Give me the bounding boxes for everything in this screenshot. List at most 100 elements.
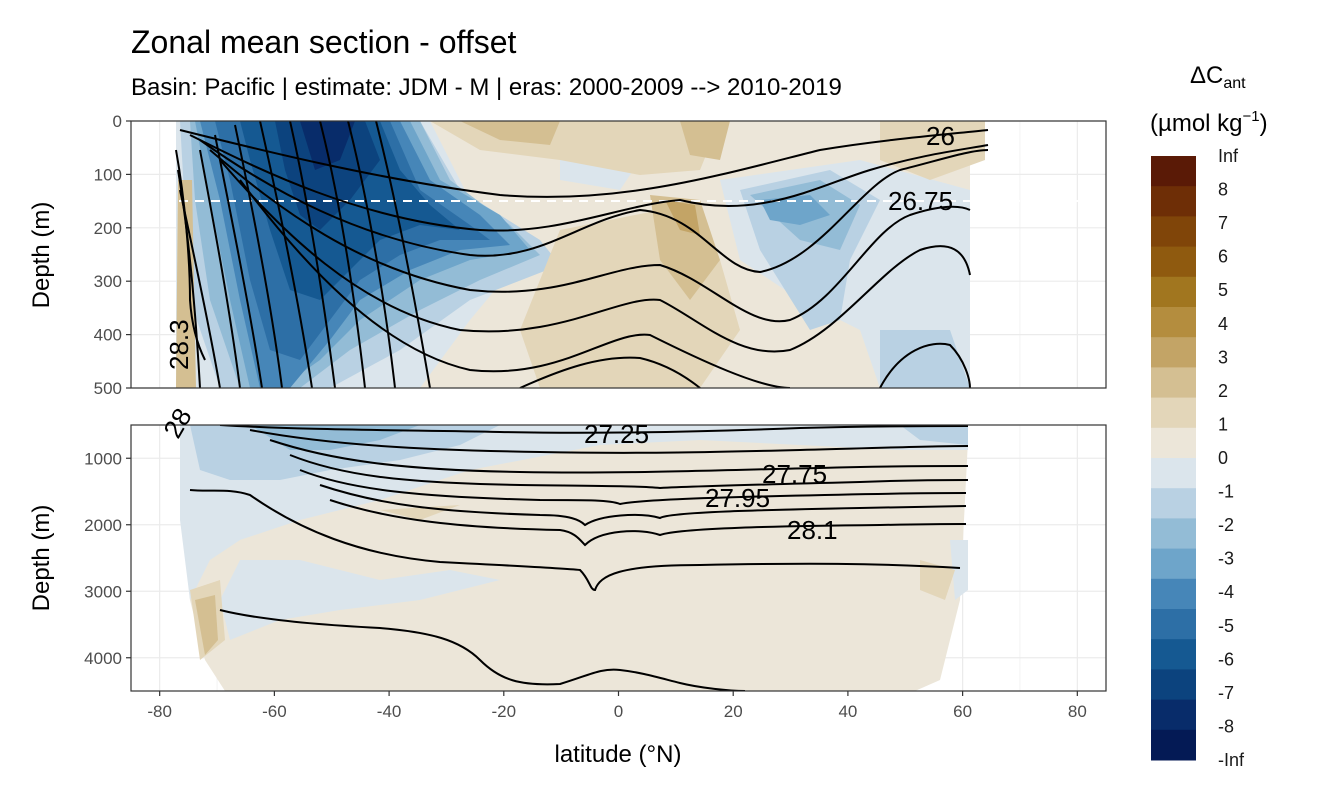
legend-swatch [1151,578,1196,610]
legend-swatch [1151,307,1196,338]
upper-contour-deep-north [879,342,971,388]
lower-contour-label-27-95: 27.95 [705,483,770,513]
legend-labels: Inf 8 7 6 5 4 3 2 1 0 -1 -2 -3 -4 -5 -6 -7 -8 -Inf [1218,146,1245,770]
x-tick-label: 0 [614,702,623,721]
upper-contour-26-5 [199,139,989,274]
lower-contour-28-05 [329,499,967,547]
lower-field-lightblue-2 [220,560,500,640]
upper-contour-south-7 [259,121,313,388]
legend-swatch [1151,699,1196,731]
legend-label: 7 [1218,213,1228,233]
lower-contour-27-6 [269,439,969,474]
legend-label: 4 [1218,314,1228,334]
lower-field-blue3 [250,425,420,450]
legend-unit: (µmol kg−1) [1150,108,1268,137]
legend-colorbar [1151,156,1196,761]
lower-field-brown-patch-4 [920,560,955,600]
legend-label: -4 [1218,582,1234,602]
upper-panel-border [130,120,1107,389]
upper-field-brown-west [176,180,196,388]
legend-swatch [1151,156,1196,187]
y-tick-label: 1000 [84,449,122,468]
upper-contour-27-1 [239,179,791,388]
upper-contour-deep-equator [519,356,701,388]
legend-swatch [1151,548,1196,580]
lower-contour-label-28-1: 28.1 [787,515,838,545]
legend-swatch [1151,427,1196,459]
x-tick-label: -20 [492,702,517,721]
lower-field [180,425,968,691]
legend-label: -Inf [1218,750,1245,770]
upper-contours [175,121,989,388]
upper-contour-26 [179,129,989,198]
legend-label: -7 [1218,683,1234,703]
x-tick-label: 60 [953,702,972,721]
legend-swatch [1151,609,1196,640]
y-tick-label: 500 [94,379,122,398]
upper-contour-south-8 [289,121,336,388]
x-tick-label: -60 [262,702,287,721]
legend-swatch [1151,337,1196,368]
upper-contour-south-10 [347,121,396,388]
lower-panel: 27.25 27.75 27.95 28.1 28 10002000300040… [84,403,1107,721]
legend-label: 8 [1218,180,1228,200]
legend-swatch [1151,458,1196,489]
upper-contour-label-28-3: 28.3 [164,319,194,370]
legend-label: -8 [1218,716,1234,736]
legend: ΔCant (µmol kg−1) Inf 8 7 6 5 4 3 2 1 0 -1 -2 -3 -4 -5… [1150,62,1268,770]
lower-contour-label-27-25: 27.25 [584,419,649,449]
x-axis-title: latitude (°N) [555,741,682,768]
x-tick-label: -80 [147,702,172,721]
legend-label: 2 [1218,381,1228,401]
upper-field-blue9-south [300,121,355,170]
legend-label: -5 [1218,616,1234,636]
legend-swatch [1151,367,1196,399]
lower-contours [189,425,969,691]
legend-swatch [1151,669,1196,701]
legend-swatch [1151,276,1196,308]
upper-contour-south-4 [199,149,241,388]
upper-field-brown-surface-3 [680,121,730,160]
lower-contour-label-27-75: 27.75 [762,459,827,489]
upper-contour-south-6 [234,124,283,388]
lower-field-blue3-east [900,425,968,445]
upper-contour-south-11 [375,121,431,388]
y-axis-title-upper: Depth (m) [28,202,55,309]
lower-contour-27-5 [249,429,969,454]
upper-contour-label-26: 26 [926,121,955,151]
legend-label: -1 [1218,482,1234,502]
lower-field-lightblue-3 [950,540,968,600]
upper-field-brown-surface-2 [460,121,560,145]
legend-swatch [1151,488,1196,519]
upper-contour-26-75 [209,149,971,323]
upper-field-brown-mid-3 [665,200,700,235]
y-tick-label: 300 [94,272,122,291]
upper-contour-south-5 [214,134,263,388]
x-tick-label: -40 [377,702,402,721]
chart-subtitle: Basin: Pacific | estimate: JDM - M | era… [131,74,842,101]
upper-field-brown-surface-4 [880,121,985,180]
upper-field-brown-mid-2 [650,195,720,300]
lower-field-blue2 [190,425,500,480]
y-tick-label: 4000 [84,649,122,668]
lower-field-lightblue-1 [180,425,968,600]
x-axis: -80 -60 -40 -20 0 20 40 60 80 [147,691,1087,721]
upper-contour-label-26-75: 26.75 [888,186,953,216]
lower-y-axis: 1000 2000 3000 4000 [84,449,131,668]
y-tick-label: 2000 [84,516,122,535]
upper-contour-26-25 [189,134,989,232]
lower-contour-28-1 [189,489,961,592]
legend-swatch [1151,216,1196,248]
y-axis-title-lower: Depth (m) [28,505,55,612]
lower-contour-27-75 [289,454,969,490]
x-tick-label: 80 [1068,702,1087,721]
lower-contour-28-15 [219,609,746,691]
legend-swatch [1151,639,1196,670]
legend-label: -2 [1218,515,1234,535]
legend-swatch [1151,397,1196,429]
x-tick-label: 20 [724,702,743,721]
y-tick-label: 3000 [84,582,122,601]
legend-title: ΔCant [1190,62,1246,92]
upper-contour-south-9 [319,121,366,388]
